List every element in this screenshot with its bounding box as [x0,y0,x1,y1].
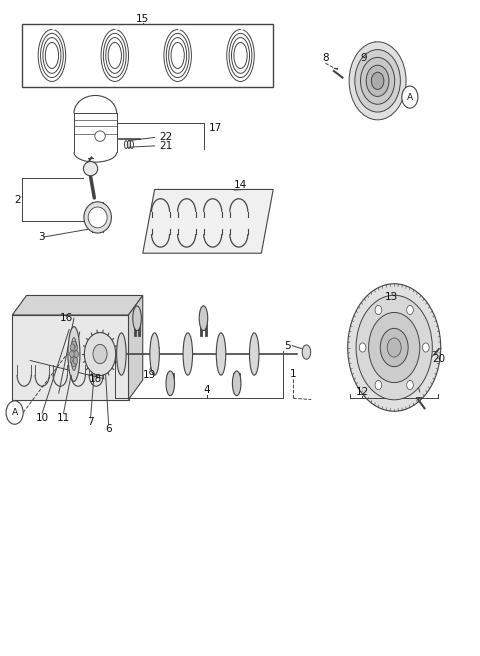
Circle shape [356,295,432,400]
Ellipse shape [183,333,192,375]
Text: 22: 22 [159,133,173,142]
Circle shape [72,360,76,367]
Text: 6: 6 [105,424,112,434]
Circle shape [70,358,75,364]
Text: 2: 2 [14,195,21,205]
Ellipse shape [133,306,141,331]
Text: 13: 13 [385,292,398,302]
Polygon shape [129,295,143,400]
Text: 4: 4 [204,385,210,395]
Ellipse shape [71,338,77,371]
Ellipse shape [302,345,311,359]
Circle shape [372,72,384,89]
Circle shape [407,380,413,390]
Text: A: A [12,408,18,417]
Circle shape [369,312,420,382]
Text: 14: 14 [233,180,247,190]
Ellipse shape [88,207,107,228]
Text: 20: 20 [432,354,445,364]
Circle shape [407,306,413,314]
Circle shape [73,351,78,358]
Text: 1: 1 [290,369,297,379]
Ellipse shape [216,333,226,375]
Circle shape [6,401,23,424]
Polygon shape [12,295,143,315]
Circle shape [375,380,382,390]
Circle shape [349,42,406,120]
Text: 21: 21 [159,141,173,151]
Circle shape [422,343,429,352]
Bar [22,24,273,87]
Circle shape [402,86,418,108]
Text: A: A [407,92,413,102]
Text: 16: 16 [60,314,73,323]
Circle shape [366,65,389,96]
Circle shape [360,58,395,104]
Text: 18: 18 [89,374,102,384]
Circle shape [70,351,74,358]
Circle shape [355,50,400,112]
Ellipse shape [84,161,97,176]
Text: 19: 19 [143,370,156,380]
Ellipse shape [150,333,159,375]
Text: 7: 7 [87,417,94,427]
Text: 10: 10 [36,413,48,422]
Text: 9: 9 [360,53,367,63]
Circle shape [375,306,382,314]
Text: 5: 5 [284,340,291,350]
Text: 15: 15 [136,14,149,24]
Circle shape [359,343,366,352]
Ellipse shape [250,333,259,375]
Circle shape [73,344,78,350]
Circle shape [93,344,107,363]
Circle shape [70,344,75,350]
Ellipse shape [117,333,126,375]
Text: 3: 3 [38,232,45,242]
Circle shape [72,341,76,348]
Circle shape [84,333,116,375]
Bar [12,315,129,400]
Ellipse shape [232,371,241,396]
Text: 11: 11 [57,413,70,422]
Ellipse shape [199,306,208,331]
Circle shape [387,338,401,357]
Polygon shape [143,190,273,253]
Ellipse shape [68,327,80,381]
Text: 8: 8 [322,53,329,63]
Ellipse shape [95,131,105,141]
Circle shape [348,284,441,411]
Ellipse shape [166,371,175,396]
Circle shape [73,358,78,364]
Text: 17: 17 [209,123,222,133]
Ellipse shape [84,202,111,233]
Text: 12: 12 [356,387,369,397]
Circle shape [380,329,408,367]
